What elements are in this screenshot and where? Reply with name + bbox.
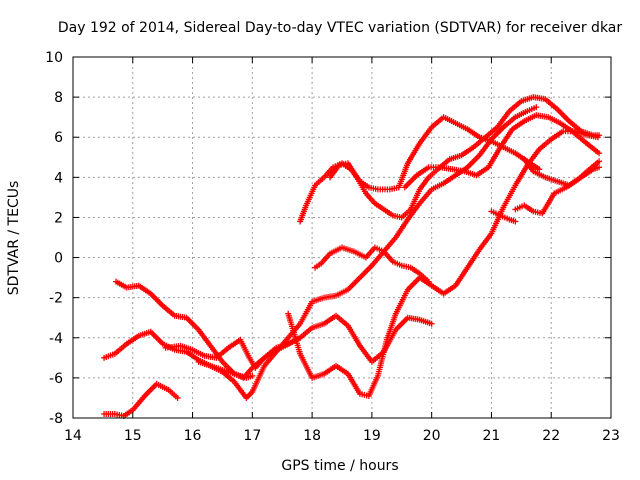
- data-point: [596, 150, 603, 157]
- series-arc-8: [327, 94, 603, 221]
- data-point: [596, 158, 603, 165]
- data-point: [174, 394, 181, 401]
- y-tick-label: 4: [54, 170, 63, 186]
- data-point: [596, 132, 603, 139]
- y-tick-label: 0: [54, 251, 63, 267]
- x-tick-label: 21: [483, 428, 501, 444]
- y-axis-label: SDTVAR / TECUs: [6, 181, 22, 296]
- data-point: [428, 320, 435, 327]
- x-axis-label: GPS time / hours: [281, 458, 398, 474]
- x-tick-label: 16: [184, 428, 202, 444]
- x-tick-label: 15: [124, 428, 142, 444]
- series-arc-1: [113, 278, 256, 381]
- series-arc-6: [285, 128, 601, 399]
- y-tick-label: -2: [49, 291, 63, 307]
- series-arc-10: [312, 244, 432, 285]
- plot-frame: [72, 56, 612, 419]
- series-arc-4: [162, 334, 304, 371]
- series-arc-3: [101, 380, 181, 419]
- y-tick-label: 2: [54, 210, 63, 226]
- y-tick-label: 10: [45, 50, 63, 66]
- x-tick-label: 17: [243, 428, 261, 444]
- y-tick-label: 8: [54, 90, 63, 106]
- data-point: [536, 166, 543, 173]
- series-arc-12: [521, 156, 603, 189]
- data-point: [249, 372, 256, 379]
- y-tick-label: -6: [49, 371, 63, 387]
- data-point: [297, 334, 304, 341]
- grid-lines: [73, 57, 611, 418]
- data-markers: [101, 94, 603, 419]
- data-point: [596, 164, 603, 171]
- x-tick-label: 23: [602, 428, 620, 444]
- x-tick-label: 14: [64, 428, 82, 444]
- y-tick-label: -8: [49, 411, 63, 427]
- series-arc-9: [401, 112, 603, 191]
- x-tick-label: 20: [423, 428, 441, 444]
- x-tick-label: 22: [542, 428, 560, 444]
- x-tick-label: 18: [303, 428, 321, 444]
- x-tick-label: 19: [363, 428, 381, 444]
- axis-ticks: 14 15 16 17 18 19 20 21 22 23 -8 -6 -4 -2 0 2 4 6 8 10: [45, 50, 620, 444]
- chart-title: Day 192 of 2014, Sidereal Day-to-day VTE…: [58, 20, 623, 36]
- y-tick-label: 6: [54, 130, 63, 146]
- y-tick-label: -4: [49, 331, 63, 347]
- data-point: [533, 104, 540, 111]
- data-point: [425, 278, 432, 285]
- data-point: [512, 218, 519, 225]
- series-arc-13: [488, 208, 519, 225]
